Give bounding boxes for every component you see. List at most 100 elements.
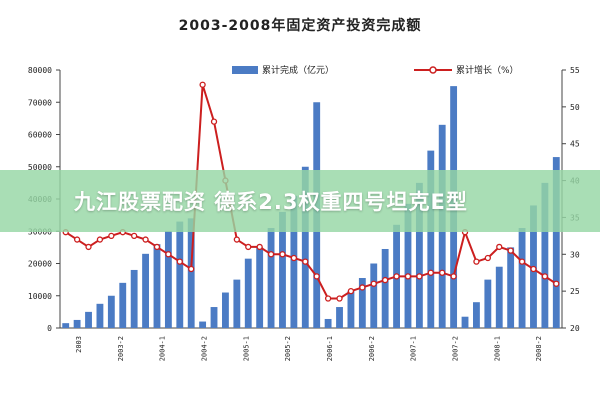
bar	[347, 290, 355, 328]
line-point	[131, 232, 138, 240]
bar	[415, 182, 423, 328]
y-left-tick-label: 20000	[28, 260, 52, 269]
line-point	[302, 258, 309, 265]
y-left-tick-label: 50000	[28, 163, 52, 172]
line-point	[347, 287, 355, 295]
bar	[495, 266, 503, 328]
line-point	[313, 273, 320, 280]
bar	[473, 302, 480, 328]
line-point	[382, 276, 389, 284]
bar	[187, 218, 195, 328]
line-point	[484, 254, 491, 262]
bar	[358, 278, 366, 328]
line-point	[324, 295, 332, 302]
line-point	[530, 265, 537, 273]
line-point	[233, 236, 240, 243]
legend-line-marker	[429, 66, 437, 74]
line-point	[473, 258, 480, 265]
bar	[507, 247, 515, 328]
bar	[244, 258, 252, 328]
chart-title: 2003-2008年固定资产投资完成额	[179, 17, 422, 34]
y-right-tick-label: 45	[570, 140, 580, 149]
bar	[427, 150, 435, 328]
line-point	[450, 273, 457, 280]
bar	[164, 231, 172, 328]
y-right-tick-label: 55	[570, 66, 580, 75]
promo-banner: 九江股票配资 德系2.3权重四号坦克E型	[0, 170, 600, 232]
legend-bar-swatch	[232, 66, 258, 74]
line-point	[176, 258, 183, 265]
line-point	[142, 236, 149, 243]
banner-text: 九江股票配资 德系2.3权重四号坦克E型	[74, 190, 468, 214]
x-tick-label: 2003-2	[117, 336, 125, 361]
legend: 累计完成（亿元） 累计增长（%）	[232, 64, 519, 76]
line-point	[404, 273, 412, 280]
y-left-tick-label: 60000	[28, 131, 52, 140]
line-point	[85, 243, 92, 251]
bar	[267, 228, 275, 328]
bar	[153, 244, 161, 328]
bar	[107, 295, 115, 328]
y-right-tick-label: 25	[570, 287, 580, 296]
bar	[370, 263, 378, 328]
x-tick-label: 2005-2	[284, 336, 292, 361]
line-point	[165, 251, 172, 258]
y-right-tick-label: 20	[570, 324, 580, 333]
bar	[518, 228, 526, 328]
line-point	[553, 280, 560, 287]
line-point	[370, 280, 377, 287]
bar	[301, 166, 309, 328]
bar	[381, 248, 389, 328]
line-point	[496, 243, 503, 251]
line-point	[256, 243, 263, 251]
bar	[552, 157, 560, 328]
x-tick-label: 2008-2	[535, 336, 543, 361]
bar	[176, 221, 184, 328]
y-left-tick-label: 0	[47, 324, 52, 333]
bar	[233, 279, 241, 328]
line-point	[518, 258, 526, 265]
x-ticks: 2003 2003-2 2004-1 2004-2 2005-1 2005-2 2006-1…	[75, 336, 543, 361]
bar	[404, 203, 412, 328]
bar	[484, 279, 492, 328]
bar	[541, 182, 549, 328]
bar	[222, 292, 229, 328]
bar	[461, 316, 469, 328]
line-point	[267, 251, 275, 258]
y-left-tick-label: 70000	[28, 98, 52, 107]
bar	[130, 269, 138, 328]
y-right-tick-label: 50	[570, 103, 580, 112]
line-point	[439, 269, 446, 276]
legend-line-label: 累计增长（%）	[456, 64, 519, 76]
line-point	[427, 269, 434, 276]
x-tick-label: 2007-2	[451, 336, 459, 361]
x-tick-label: 2004-2	[200, 336, 208, 361]
line-point	[73, 236, 81, 243]
y-right-tick-label: 30	[570, 250, 580, 259]
bar	[96, 303, 104, 328]
x-tick-label: 2006-2	[368, 336, 376, 361]
line-point	[279, 251, 286, 258]
y-left-tick-label: 10000	[28, 292, 52, 301]
bar	[336, 307, 343, 328]
x-tick-label: 2007-1	[410, 336, 418, 361]
line-point	[153, 243, 161, 251]
line-point	[507, 247, 514, 254]
bar	[199, 321, 207, 328]
bar	[73, 319, 81, 328]
line-point	[188, 265, 195, 273]
line-point	[541, 273, 549, 280]
line-point	[245, 243, 252, 251]
line-series	[62, 81, 560, 302]
line-point	[393, 273, 400, 280]
y-left-tick-label: 80000	[28, 66, 52, 75]
x-tick-label: 2008-1	[493, 336, 501, 361]
line-point	[210, 118, 218, 125]
x-tick-label: 2004-1	[159, 336, 167, 361]
bar	[85, 311, 92, 328]
line-point	[108, 232, 115, 240]
bar	[119, 282, 127, 328]
line-point	[199, 81, 206, 88]
bar	[210, 307, 218, 328]
